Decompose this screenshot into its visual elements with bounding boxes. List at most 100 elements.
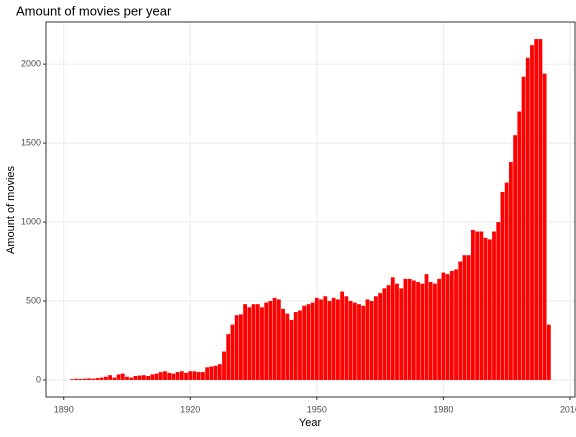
bar	[500, 192, 505, 380]
bar	[264, 302, 269, 380]
bar	[125, 376, 129, 380]
y-tick-label: 2000	[21, 59, 41, 69]
bar	[298, 310, 302, 380]
bars	[70, 39, 551, 380]
bar	[108, 375, 113, 380]
bar	[104, 376, 108, 380]
bar	[116, 374, 121, 380]
bar	[167, 372, 172, 380]
bar	[238, 314, 243, 380]
bar	[289, 319, 294, 380]
bar	[530, 45, 534, 380]
bar	[133, 376, 138, 380]
bar	[336, 299, 340, 380]
bar	[251, 304, 256, 380]
bar	[424, 274, 429, 380]
bar	[352, 302, 357, 380]
bar	[441, 272, 446, 380]
bar	[492, 231, 496, 380]
bar	[437, 278, 442, 380]
bar	[175, 372, 180, 380]
bar	[285, 313, 290, 380]
chart-title: Amount of movies per year	[16, 3, 172, 18]
bar	[234, 315, 239, 380]
bar	[226, 334, 231, 380]
bar	[99, 377, 104, 380]
bar	[445, 274, 450, 380]
bar	[475, 231, 480, 380]
bar	[542, 73, 547, 380]
bar	[399, 288, 404, 380]
bar	[395, 283, 399, 380]
bar	[179, 371, 184, 380]
bar	[243, 304, 248, 380]
bar	[222, 351, 226, 380]
bar	[137, 375, 142, 380]
bar	[319, 299, 323, 380]
bar	[82, 378, 87, 380]
bar	[302, 305, 307, 380]
bar	[91, 378, 96, 380]
bar	[546, 324, 551, 380]
bar	[403, 278, 408, 380]
bar	[416, 282, 420, 380]
bar	[340, 291, 345, 380]
x-tick-label: 2010	[560, 404, 576, 414]
bar	[517, 111, 522, 380]
bar	[268, 301, 273, 380]
bar	[454, 269, 458, 380]
bar	[217, 364, 222, 380]
bar	[466, 255, 471, 380]
bar	[538, 39, 543, 380]
bar	[281, 308, 285, 380]
bar	[348, 301, 353, 380]
y-tick-label: 500	[26, 295, 41, 305]
bar	[433, 283, 437, 380]
bar	[471, 229, 475, 380]
bar	[213, 365, 218, 380]
bar	[458, 261, 463, 380]
bar	[513, 135, 517, 380]
bar	[141, 375, 146, 380]
bar	[496, 222, 501, 380]
bar	[171, 373, 176, 380]
bar	[260, 307, 264, 380]
bar	[487, 239, 492, 380]
y-tick-label: 1000	[21, 216, 41, 226]
bar	[192, 371, 197, 380]
bar	[146, 376, 150, 380]
bar	[188, 371, 193, 380]
bar	[420, 283, 425, 380]
bar	[120, 373, 125, 380]
bar	[95, 378, 100, 380]
bar	[74, 378, 79, 380]
x-tick-label: 1980	[433, 404, 453, 414]
y-tick-label: 1500	[21, 137, 41, 147]
bar	[230, 324, 235, 380]
bar	[209, 366, 214, 380]
y-tick-label: 0	[36, 374, 41, 384]
x-tick-label: 1950	[307, 404, 327, 414]
bar	[382, 288, 387, 380]
bar	[314, 297, 319, 380]
bar	[373, 296, 378, 380]
bar	[272, 297, 277, 380]
bar	[184, 372, 188, 380]
bar	[293, 312, 298, 380]
bar	[411, 280, 416, 380]
bar	[255, 304, 260, 380]
bar	[361, 305, 366, 380]
bar	[163, 371, 167, 380]
bar	[504, 182, 509, 380]
bar	[87, 378, 91, 380]
bar	[276, 299, 281, 380]
bar	[365, 299, 370, 380]
bar	[344, 296, 349, 380]
grid	[46, 22, 575, 397]
bar	[521, 76, 526, 380]
bar	[407, 278, 412, 380]
y-axis-label: Amount of movies	[5, 165, 17, 254]
bar	[534, 39, 539, 380]
bar	[154, 373, 159, 380]
bar	[390, 277, 395, 380]
